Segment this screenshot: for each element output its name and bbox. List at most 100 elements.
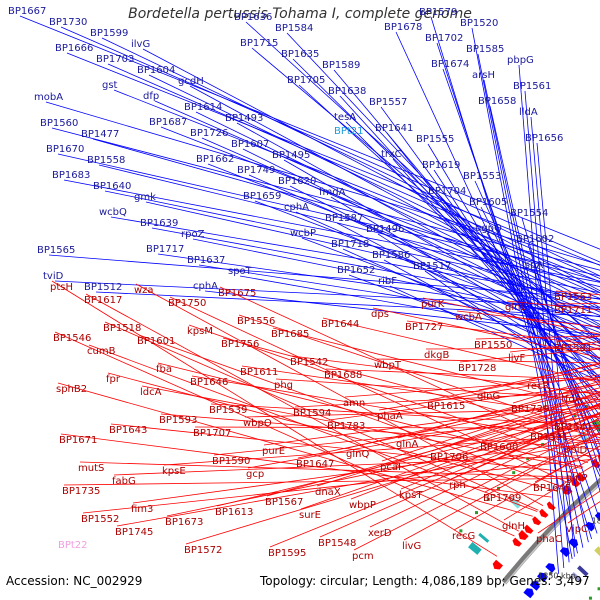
reverse-leader-line bbox=[210, 403, 600, 427]
reverse-gene-label: wbpP bbox=[349, 500, 376, 511]
reverse-gene-label: fim3 bbox=[131, 504, 153, 515]
track-layer: 1500 kbp1550 kbp1600 kbp1650 kbp1700 kbp… bbox=[459, 404, 600, 600]
forward-gene-label: BP1703 bbox=[96, 54, 134, 65]
reverse-gene-label: BP1518 bbox=[103, 323, 141, 334]
reverse-leader-line bbox=[353, 424, 600, 551]
reverse-leader-line bbox=[503, 461, 600, 521]
reverse-leader-line bbox=[425, 347, 600, 350]
reverse-leader-line bbox=[275, 378, 600, 400]
reverse-gene-label: BP1647 bbox=[296, 459, 334, 470]
forward-leader-line bbox=[298, 84, 600, 360]
reverse-leader-line bbox=[241, 365, 600, 419]
accession-text: Accession: NC_002929 bbox=[6, 574, 143, 588]
reverse-leader-line bbox=[57, 382, 533, 517]
forward-leader-line bbox=[51, 127, 600, 271]
reverse-leader-line bbox=[132, 438, 600, 504]
feature-block bbox=[577, 565, 589, 577]
reverse-leader-line bbox=[372, 307, 600, 358]
reverse-leader-line bbox=[85, 293, 520, 532]
reverse-gene-label: wza bbox=[134, 285, 154, 296]
reverse-gene-label: BP1550 bbox=[474, 340, 512, 351]
forward-leader-line bbox=[242, 148, 600, 327]
forward-gene-label: BP1585 bbox=[466, 44, 504, 55]
forward-leader-line bbox=[192, 238, 600, 322]
reverse-gene-label: BP1600 bbox=[480, 442, 518, 453]
forward-gene-label: BP1635 bbox=[281, 49, 319, 60]
reverse-gene-label: BP1567 bbox=[265, 497, 303, 508]
forward-leader-line bbox=[518, 64, 559, 574]
forward-gene-label: BP1586 bbox=[372, 250, 410, 261]
reverse-leader-line bbox=[506, 300, 600, 311]
reverse-gene-arrow bbox=[524, 524, 534, 534]
forward-gene-label: BP1636 bbox=[234, 12, 272, 23]
reverse-gene-label: wcbA bbox=[455, 312, 482, 323]
reverse-leader-line bbox=[459, 348, 600, 363]
reverse-gene-label: wbpO bbox=[243, 418, 272, 429]
reverse-gene-label: BP1756 bbox=[221, 339, 259, 350]
reverse-leader-line bbox=[79, 461, 573, 478]
reverse-leader-line bbox=[512, 376, 600, 404]
reverse-gene-label: pcm bbox=[352, 551, 374, 562]
forward-leader-line bbox=[142, 48, 600, 292]
forward-gene-label: BP1620 bbox=[278, 176, 316, 187]
genome-backbone bbox=[501, 477, 600, 585]
forward-gene-label: gmk bbox=[134, 192, 156, 203]
forward-leader-line bbox=[245, 21, 600, 344]
forward-gene-label: BP1659 bbox=[243, 191, 281, 202]
forward-leader-line bbox=[336, 222, 600, 362]
reverse-gene-label: glnP bbox=[566, 473, 588, 484]
forward-gene-label: rpoZ bbox=[181, 229, 205, 240]
forward-leader-line bbox=[198, 264, 600, 329]
forward-gene-label: BP1512 bbox=[84, 282, 122, 293]
forward-leader-line bbox=[477, 53, 578, 554]
forward-gene-label: BP1652 bbox=[337, 265, 375, 276]
reverse-leader-line bbox=[528, 362, 600, 381]
reverse-leader-line bbox=[344, 376, 600, 398]
reverse-gene-label: BP1711 bbox=[554, 305, 592, 316]
kbp-tick-label: 1800 kbp bbox=[592, 517, 600, 526]
reverse-gene-label: fba bbox=[156, 364, 172, 375]
forward-leader-line bbox=[145, 201, 600, 305]
reverse-leader-line bbox=[82, 458, 593, 514]
forward-gene-label: lldA bbox=[519, 107, 538, 118]
forward-gene-label: BP1579 bbox=[419, 7, 457, 18]
forward-leader-line bbox=[389, 285, 600, 382]
reverse-gene-label: amn bbox=[343, 398, 365, 409]
reverse-leader-line bbox=[328, 383, 600, 421]
forward-leader-line bbox=[66, 52, 600, 266]
reverse-gene-label: livG bbox=[402, 541, 421, 552]
feature-block bbox=[468, 541, 482, 555]
reverse-gene-label: phaA bbox=[377, 411, 403, 422]
forward-gene-label: BP1641 bbox=[375, 123, 413, 134]
reverse-gene-label: cumB bbox=[87, 346, 116, 357]
reverse-gene-label: dnaX bbox=[315, 487, 341, 498]
reverse-leader-line bbox=[403, 432, 600, 541]
reverse-gene-label: glnA bbox=[396, 439, 418, 450]
reverse-gene-label: BP1707 bbox=[193, 428, 231, 439]
forward-leader-line bbox=[430, 16, 592, 540]
reverse-gene-arrow bbox=[546, 501, 556, 511]
reverse-gene-label: dkgB bbox=[424, 350, 449, 361]
cds-marker bbox=[475, 511, 479, 515]
reverse-leader-line bbox=[381, 391, 600, 462]
forward-leader-line bbox=[95, 291, 600, 317]
summary-text: Topology: circular; Length: 4,086,189 bp… bbox=[260, 574, 590, 588]
reverse-leader-line bbox=[431, 392, 600, 452]
reverse-leader-line bbox=[88, 344, 538, 512]
forward-gene-label: BP1667 bbox=[8, 6, 46, 17]
forward-gene-arrow bbox=[529, 581, 540, 591]
reverse-leader-line bbox=[169, 296, 567, 483]
reverse-gene-label: BP1541 bbox=[554, 422, 592, 433]
reverse-leader-line bbox=[63, 478, 571, 486]
forward-leader-line bbox=[301, 237, 600, 351]
reverse-gene-label: sphB2 bbox=[56, 384, 87, 395]
reverse-gene-label: BP1594 bbox=[293, 408, 331, 419]
reverse-leader-line bbox=[475, 335, 600, 340]
forward-gene-label: BP1705 bbox=[287, 75, 325, 86]
reverse-gene-label: rph bbox=[449, 480, 466, 491]
forward-leader-line bbox=[63, 179, 600, 283]
reverse-gene-label: glnL bbox=[505, 302, 526, 313]
reverse-leader-line bbox=[509, 341, 600, 353]
forward-leader-line bbox=[48, 254, 600, 300]
reverse-leader-line bbox=[450, 411, 600, 480]
